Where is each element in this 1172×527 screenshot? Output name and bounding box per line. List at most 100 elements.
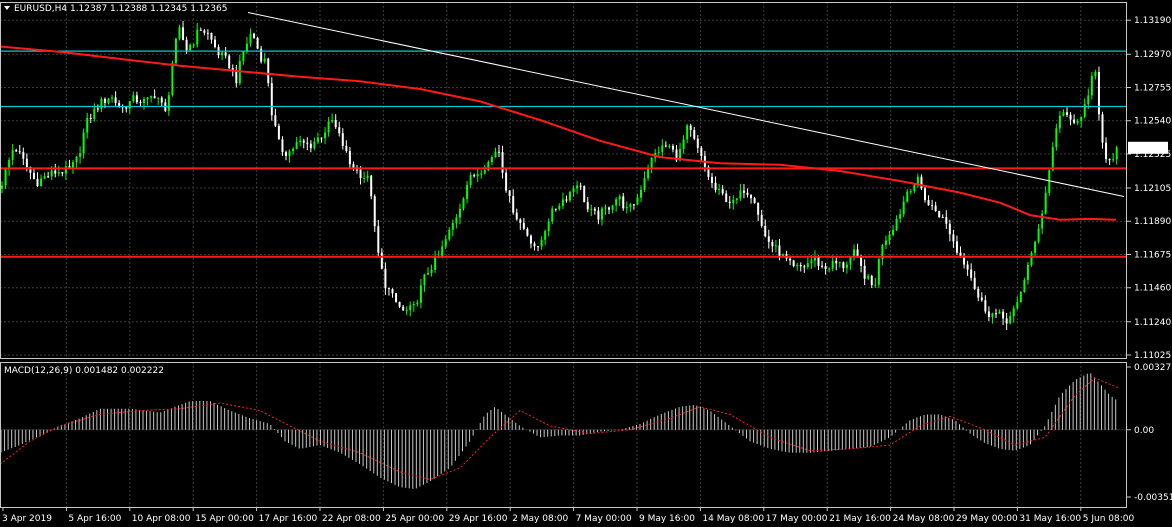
price-axis: 1.13190 1.12970 1.12755 1.12540 1.12325 1.121… xyxy=(1127,16,1171,361)
time-label: 15 Apr 00:00 xyxy=(195,514,254,524)
candle-bear xyxy=(824,266,827,270)
macd-histogram xyxy=(0,373,1126,489)
candle-bull xyxy=(43,176,46,179)
candle-bull xyxy=(412,304,415,306)
candle-bear xyxy=(214,39,216,48)
candle-bear xyxy=(373,196,376,227)
candle-bear xyxy=(728,201,731,203)
candle-bear xyxy=(987,311,990,318)
candle-bear xyxy=(352,164,355,170)
price-grid xyxy=(0,2,1126,358)
candle-bull xyxy=(1,185,3,189)
candle-bear xyxy=(696,138,699,148)
candle-bear xyxy=(501,152,504,173)
candle-bull xyxy=(171,63,174,96)
candle-bear xyxy=(182,27,185,40)
candle-bear xyxy=(757,203,760,215)
candle-bear xyxy=(1105,142,1108,160)
candle-bull xyxy=(483,170,486,174)
time-label: 29 Apr 16:00 xyxy=(449,514,508,524)
time-label: 14 May 08:00 xyxy=(702,514,764,524)
candle-bull xyxy=(902,201,905,215)
candle-bull xyxy=(544,231,547,240)
candle-bull xyxy=(249,33,252,44)
candle-bull xyxy=(444,239,447,247)
candle-bear xyxy=(753,198,756,204)
candle-bull xyxy=(558,205,561,210)
candle-bull xyxy=(288,151,291,156)
candle-bull xyxy=(196,29,199,45)
candle-bear xyxy=(664,145,667,147)
candle-bear xyxy=(114,97,117,103)
candle-bear xyxy=(224,52,227,56)
candle-bear xyxy=(856,249,859,258)
candle-bull xyxy=(448,229,451,240)
time-label: 25 Apr 00:00 xyxy=(385,514,444,524)
candle-bear xyxy=(199,29,202,31)
trendline[interactable] xyxy=(247,12,1125,197)
horizontal-levels[interactable] xyxy=(0,50,1126,258)
price-tick-label: 1.12755 xyxy=(1134,83,1171,93)
candle-bear xyxy=(995,313,997,315)
candle-bear xyxy=(760,214,763,226)
candle-bull xyxy=(913,185,916,192)
candle-bull xyxy=(409,305,412,311)
candle-bull xyxy=(455,217,458,224)
macd-tick-label: 0.00 xyxy=(1134,426,1154,436)
candle-bull xyxy=(458,208,461,218)
candle-bull xyxy=(895,218,898,230)
candle-bull xyxy=(487,162,490,171)
candle-bear xyxy=(934,205,937,211)
candle-bull xyxy=(892,229,895,235)
candle-bull xyxy=(1051,147,1054,171)
candle-bear xyxy=(711,176,713,183)
candle-bear xyxy=(54,170,57,174)
current-price-label: 1.12365 xyxy=(1131,144,1168,154)
candle-bull xyxy=(363,177,366,179)
candle-bull xyxy=(242,51,245,62)
macd-panel-frame xyxy=(0,362,1127,508)
candle-bull xyxy=(480,173,483,175)
candle-bull xyxy=(838,262,841,264)
candle-bear xyxy=(210,32,213,40)
candle-bear xyxy=(89,117,92,120)
candle-bull xyxy=(466,185,469,199)
candle-bear xyxy=(338,127,341,134)
time-label: 5 Apr 16:00 xyxy=(68,514,121,524)
trendline-layer[interactable] xyxy=(247,12,1125,197)
dropdown-triangle-icon[interactable] xyxy=(4,6,10,10)
macd-title: MACD(12,26,9) 0.001482 0.002222 xyxy=(4,366,164,376)
candle-bull xyxy=(167,95,170,111)
candle-bull xyxy=(295,142,298,149)
candle-bull xyxy=(569,192,571,201)
candle-bull xyxy=(1026,264,1029,280)
candle-bull xyxy=(4,169,7,186)
candle-bear xyxy=(707,166,710,177)
candle-bear xyxy=(792,260,795,267)
candle-bear xyxy=(391,289,394,294)
candle-bull xyxy=(366,175,369,178)
candle-bear xyxy=(22,152,25,159)
candle-bear xyxy=(380,252,383,269)
candle-bear xyxy=(306,142,309,144)
candle-bull xyxy=(434,257,437,270)
candle-bull xyxy=(416,302,419,305)
candle-bear xyxy=(860,257,863,266)
candle-bear xyxy=(384,268,387,289)
candle-bull xyxy=(93,108,96,120)
candle-bull xyxy=(774,245,777,247)
candle-bear xyxy=(537,246,540,248)
candle-bear xyxy=(948,223,951,235)
candle-bull xyxy=(540,239,543,247)
candle-bear xyxy=(980,297,983,301)
time-label: 7 May 00:00 xyxy=(576,514,632,524)
price-tick-label: 1.11025 xyxy=(1134,351,1171,361)
candle-bear xyxy=(522,222,525,229)
candle-bull xyxy=(572,188,575,193)
candle-bear xyxy=(377,226,380,253)
moving-average-line xyxy=(0,45,1117,221)
candle-bear xyxy=(671,146,674,150)
time-label: 5 Jun 08:00 xyxy=(1083,514,1135,524)
candle-bear xyxy=(966,264,969,270)
